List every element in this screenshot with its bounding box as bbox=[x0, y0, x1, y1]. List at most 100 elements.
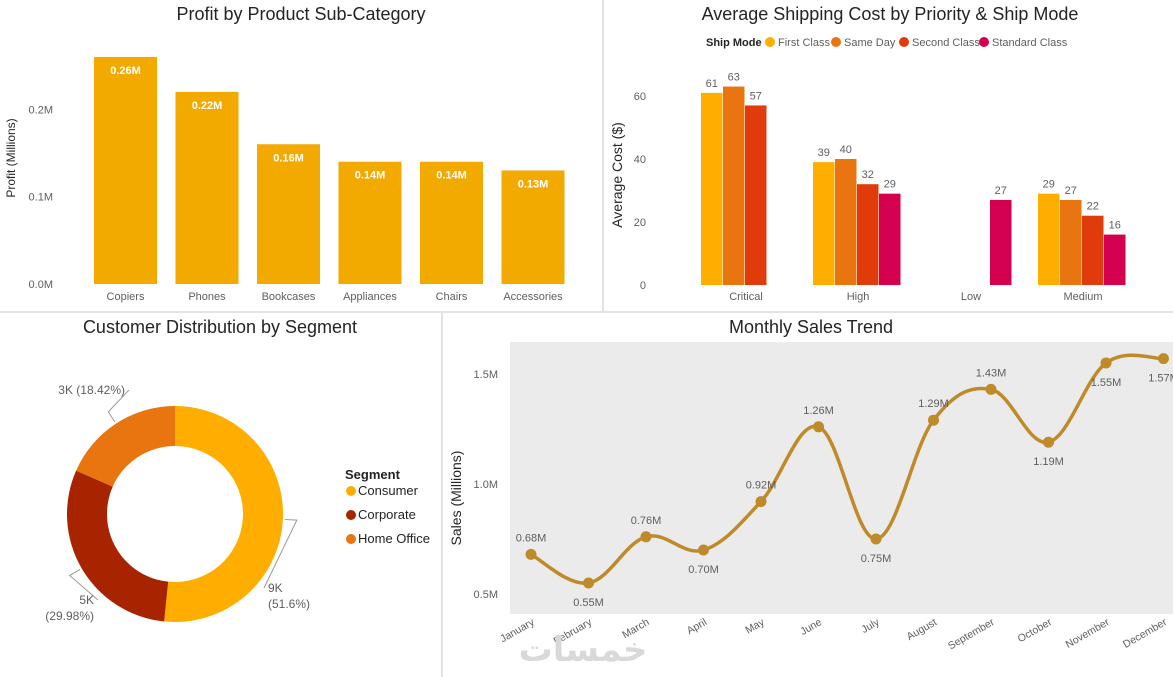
profit-x-tick: Accessories bbox=[503, 291, 563, 303]
profit-bar-label: 0.14M bbox=[436, 170, 467, 182]
trend-data-label: 0.92M bbox=[746, 480, 777, 492]
profit-bar-label: 0.13M bbox=[518, 178, 549, 190]
profit-bar-copiers[interactable] bbox=[94, 56, 157, 284]
shipping-cost-chart[interactable]: Average Shipping Cost by Priority & Ship… bbox=[604, 0, 1173, 311]
profit-bar-label: 0.26M bbox=[110, 65, 141, 77]
ship-bar-high-standard-class[interactable] bbox=[879, 193, 901, 285]
ship-bar-high-second-class[interactable] bbox=[857, 184, 879, 285]
trend-x-tick: May bbox=[743, 616, 767, 637]
trend-plot-background bbox=[510, 342, 1173, 614]
ship-legend-marker bbox=[899, 37, 909, 47]
trend-data-label: 1.19M bbox=[1033, 456, 1064, 468]
profit-chart-title: Profit by Product Sub-Category bbox=[176, 4, 425, 24]
trend-y-axis-title: Sales (Millions) bbox=[448, 451, 464, 546]
ship-bar-critical-first-class[interactable] bbox=[701, 92, 723, 285]
ship-legend-marker bbox=[979, 37, 989, 47]
ship-legend-item[interactable]: Same Day bbox=[844, 37, 896, 49]
trend-point-november[interactable] bbox=[1100, 357, 1112, 369]
ship-legend-item[interactable]: First Class bbox=[778, 37, 830, 49]
segment-donut-chart[interactable]: Customer Distribution by Segment 9K (51.6… bbox=[0, 313, 441, 677]
trend-y-tick: 1.5M bbox=[474, 369, 498, 381]
trend-point-march[interactable] bbox=[640, 531, 652, 543]
ship-y-tick: 60 bbox=[634, 91, 646, 103]
profit-bar-chairs[interactable] bbox=[420, 161, 483, 284]
trend-data-label: 1.29M bbox=[918, 398, 949, 410]
trend-data-label: 1.57M bbox=[1148, 373, 1173, 385]
profit-x-tick: Phones bbox=[188, 291, 226, 303]
trend-point-july[interactable] bbox=[870, 533, 882, 545]
trend-x-tick: July bbox=[859, 616, 882, 636]
trend-point-december[interactable] bbox=[1158, 353, 1169, 365]
ship-bar-label: 63 bbox=[728, 72, 740, 84]
trend-point-october[interactable] bbox=[1043, 436, 1054, 448]
ship-x-tick: High bbox=[847, 291, 870, 303]
ship-bar-critical-same-day[interactable] bbox=[723, 86, 745, 285]
monthly-sales-trend-chart[interactable]: Monthly Sales Trend Sales (Millions) 0.5… bbox=[443, 313, 1173, 677]
ship-bar-medium-first-class[interactable] bbox=[1038, 193, 1060, 285]
ship-bar-low-standard-class[interactable] bbox=[990, 199, 1012, 285]
segment-data-label: (51.6%) bbox=[268, 597, 310, 611]
profit-y-tick: 0.0M bbox=[29, 279, 53, 291]
ship-bar-high-same-day[interactable] bbox=[835, 159, 857, 285]
trend-point-september[interactable] bbox=[985, 383, 997, 395]
trend-point-august[interactable] bbox=[928, 414, 939, 426]
profit-by-subcategory-chart[interactable]: Profit by Product Sub-Category Profit (M… bbox=[0, 0, 602, 311]
trend-data-label: 0.68M bbox=[516, 532, 547, 544]
trend-point-may[interactable] bbox=[755, 496, 767, 508]
trend-x-tick: June bbox=[798, 616, 824, 638]
profit-bar-appliances[interactable] bbox=[338, 161, 402, 284]
ship-bar-medium-standard-class[interactable] bbox=[1104, 234, 1126, 285]
ship-legend-item[interactable]: Second Class bbox=[912, 37, 980, 49]
segment-legend-item[interactable]: Home Office bbox=[358, 531, 430, 546]
trend-x-tick: April bbox=[685, 616, 709, 637]
ship-legend-title: Ship Mode bbox=[706, 37, 762, 49]
ship-legend-marker bbox=[765, 37, 775, 47]
segment-leader-line bbox=[263, 519, 298, 589]
segment-slice-consumer[interactable] bbox=[164, 406, 284, 622]
profit-bar-bookcases[interactable] bbox=[257, 144, 320, 284]
segment-slice-corporate[interactable] bbox=[66, 470, 169, 622]
ship-x-tick: Low bbox=[961, 291, 981, 303]
ship-y-tick: 20 bbox=[634, 217, 646, 229]
segment-data-label: 9K bbox=[268, 581, 283, 595]
trend-x-tick: October bbox=[1016, 616, 1055, 645]
segment-slice-home-office[interactable] bbox=[76, 406, 175, 487]
profit-y-tick: 0.2M bbox=[29, 104, 53, 116]
ship-x-tick: Critical bbox=[729, 291, 763, 303]
ship-bar-label: 32 bbox=[862, 169, 874, 181]
segment-legend-item[interactable]: Corporate bbox=[358, 507, 416, 522]
ship-bar-high-first-class[interactable] bbox=[813, 162, 835, 285]
ship-mode-legend: Ship Mode First Class Same Day Second Clas… bbox=[706, 37, 1068, 49]
trend-data-label: 0.55M bbox=[573, 597, 604, 609]
ship-bar-critical-second-class[interactable] bbox=[745, 105, 767, 285]
trend-y-tick: 0.5M bbox=[474, 589, 498, 601]
ship-legend-item[interactable]: Standard Class bbox=[992, 37, 1068, 49]
segment-legend-title: Segment bbox=[345, 467, 401, 482]
segment-data-label: 5K bbox=[79, 593, 94, 607]
trend-point-june[interactable] bbox=[813, 421, 824, 433]
ship-bar-label: 57 bbox=[750, 90, 762, 102]
segment-leader-line bbox=[68, 569, 99, 601]
profit-bar-phones[interactable] bbox=[175, 91, 239, 284]
profit-bar-accessories[interactable] bbox=[501, 170, 565, 284]
profit-x-tick: Appliances bbox=[343, 291, 397, 303]
ship-bar-label: 39 bbox=[818, 147, 830, 159]
segment-legend-marker bbox=[346, 534, 356, 544]
trend-point-january[interactable] bbox=[525, 548, 537, 560]
ship-bar-label: 40 bbox=[840, 144, 852, 156]
shipping-chart-title: Average Shipping Cost by Priority & Ship… bbox=[702, 4, 1079, 24]
ship-x-tick: Medium bbox=[1063, 291, 1102, 303]
ship-bar-label: 29 bbox=[1043, 179, 1055, 191]
trend-data-label: 0.70M bbox=[688, 564, 719, 576]
trend-x-tick: August bbox=[905, 616, 939, 643]
ship-bar-medium-second-class[interactable] bbox=[1082, 215, 1104, 285]
trend-point-february[interactable] bbox=[583, 577, 594, 589]
segment-leader-line bbox=[107, 389, 130, 423]
profit-bar-label: 0.14M bbox=[355, 170, 386, 182]
trend-x-tick: November bbox=[1064, 616, 1112, 651]
segment-legend-item[interactable]: Consumer bbox=[358, 483, 419, 498]
trend-point-april[interactable] bbox=[698, 544, 709, 556]
ship-bar-medium-same-day[interactable] bbox=[1060, 199, 1082, 285]
ship-bar-label: 27 bbox=[1065, 185, 1077, 197]
trend-data-label: 0.75M bbox=[861, 553, 892, 565]
